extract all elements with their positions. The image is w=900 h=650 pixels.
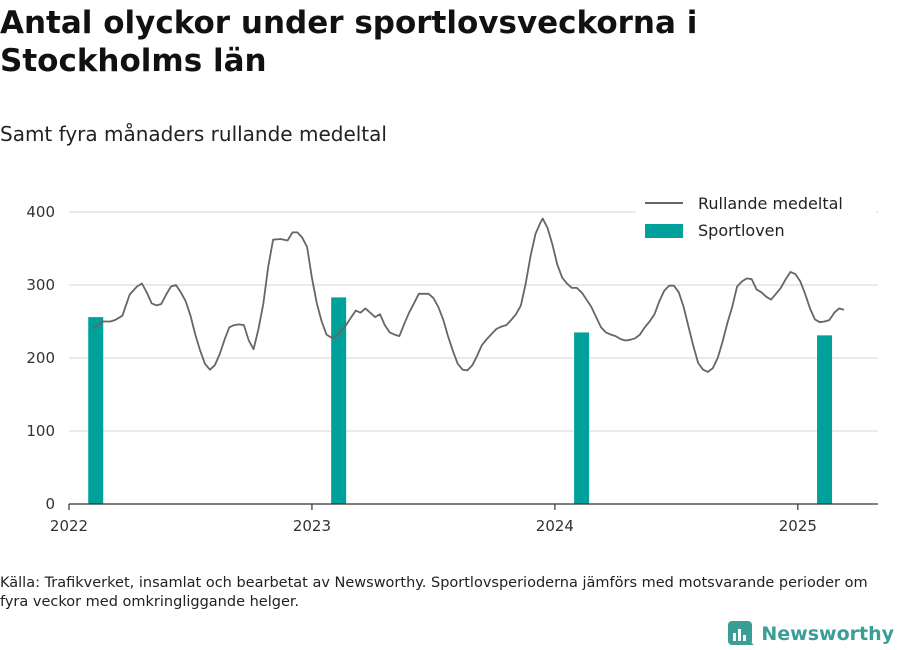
x-tick-label: 2023 — [293, 517, 331, 535]
y-tick-label: 400 — [26, 203, 55, 221]
legend: Rullande medeltal Sportloven — [636, 190, 876, 252]
brand-name: Newsworthy — [761, 623, 894, 645]
bar-sportloven — [574, 332, 590, 504]
line-rullande-medeltal — [92, 217, 845, 373]
axes: 0 100 200 300 400 2022 2023 2024 2025 — [26, 203, 878, 535]
chart-title: Antal olyckor under sportlovsveckorna i … — [0, 5, 698, 79]
chart-area: 0 100 200 300 400 2022 2023 2024 2025 Rullande m… — [26, 190, 878, 535]
x-tick-label: 2022 — [50, 517, 88, 535]
line-series — [92, 217, 845, 373]
y-tick-label: 100 — [26, 422, 55, 440]
bar-sportloven — [331, 297, 347, 504]
newsworthy-logo-icon — [728, 621, 755, 645]
bar-series — [88, 297, 833, 504]
legend-bar-swatch — [645, 224, 683, 238]
x-tick-label: 2025 — [779, 517, 817, 535]
brand[interactable]: Newsworthy — [727, 620, 894, 648]
legend-background — [636, 190, 876, 252]
x-tick-label: 2024 — [536, 517, 574, 535]
legend-label-bars: Sportloven — [698, 221, 785, 240]
source-note: Källa: Trafikverket, insamlat och bearbe… — [0, 575, 868, 610]
bar-sportloven — [88, 317, 104, 504]
y-tick-label: 0 — [45, 495, 55, 513]
chart-subtitle: Samt fyra månaders rullande medeltal — [0, 122, 387, 146]
bar-sportloven — [817, 335, 833, 504]
y-tick-label: 300 — [26, 276, 55, 294]
y-tick-label: 200 — [26, 349, 55, 367]
legend-label-line: Rullande medeltal — [698, 194, 843, 213]
